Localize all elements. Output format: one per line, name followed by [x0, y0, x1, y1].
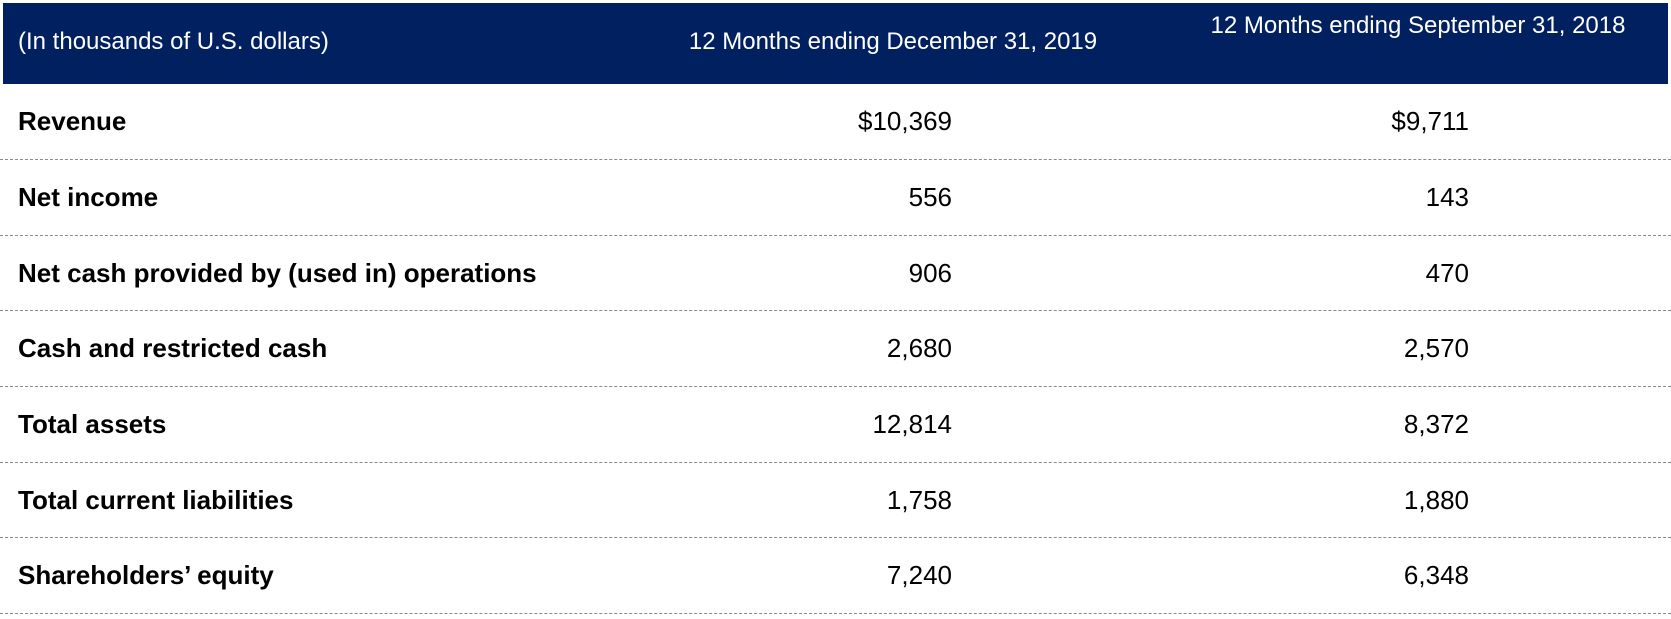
row-label: Revenue — [18, 106, 127, 136]
value-2018: 2,570 — [1403, 333, 1469, 363]
row-label: Shareholders’ equity — [18, 560, 274, 590]
table-row: Total current liabilities 1,758 1,880 — [0, 463, 1671, 538]
table-row: Net income 556 143 — [0, 160, 1671, 236]
table-row: Cash and restricted cash 2,680 2,570 — [0, 311, 1671, 387]
header-col-2019: 12 Months ending December 31, 2019 — [688, 28, 1098, 55]
table-header: (In thousands of U.S. dollars) 12 Months… — [3, 3, 1668, 84]
row-label: Total assets — [18, 409, 167, 439]
row-label: Net income — [18, 182, 159, 212]
row-label: Total current liabilities — [18, 485, 294, 515]
value-2018: 143 — [1425, 182, 1469, 212]
value-2018: 6,348 — [1403, 560, 1469, 590]
table-row: Total assets 12,814 8,372 — [0, 387, 1671, 463]
value-2018: 1,880 — [1403, 485, 1469, 515]
header-col-2018: 12 Months ending September 31, 2018 — [1210, 12, 1626, 39]
value-2018: 8,372 — [1403, 409, 1469, 439]
row-label: Cash and restricted cash — [18, 333, 328, 363]
value-2018: 470 — [1425, 258, 1469, 288]
table-row: Revenue $10,369 $9,711 — [0, 84, 1671, 160]
row-label: Net cash provided by (used in) operation… — [18, 258, 537, 288]
value-2019: 556 — [908, 182, 952, 212]
value-2019: 1,758 — [886, 485, 952, 515]
value-2019: $10,369 — [858, 106, 952, 136]
table-row: Net cash provided by (used in) operation… — [0, 236, 1671, 311]
value-2019: 7,240 — [886, 560, 952, 590]
value-2019: 906 — [908, 258, 952, 288]
value-2019: 12,814 — [872, 409, 952, 439]
table-row: Shareholders’ equity 7,240 6,348 — [0, 538, 1671, 614]
value-2018: $9,711 — [1391, 106, 1469, 136]
header-units: (In thousands of U.S. dollars) — [18, 28, 329, 55]
value-2019: 2,680 — [886, 333, 952, 363]
